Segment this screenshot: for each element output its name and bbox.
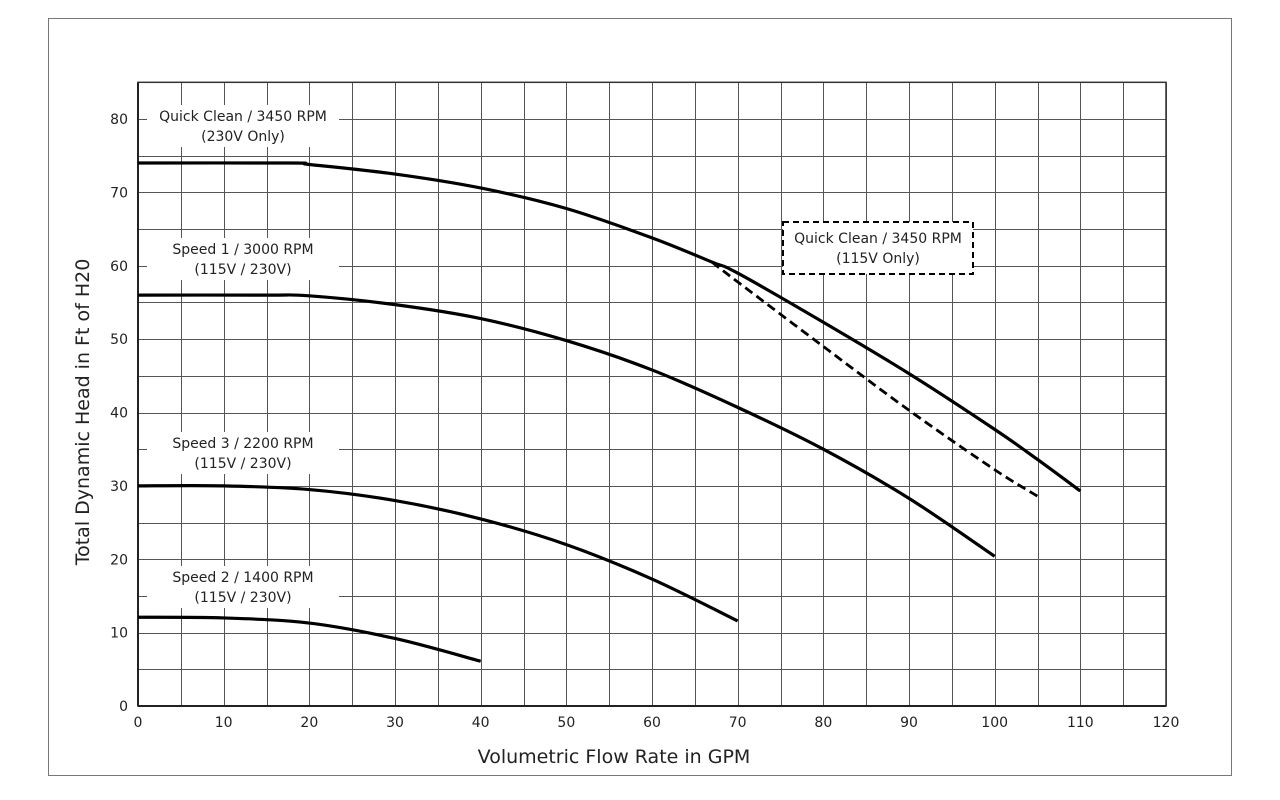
series-label-bg (147, 238, 339, 280)
x-tick-label: 10 (215, 715, 233, 731)
x-tick-label: 100 (981, 715, 1008, 731)
series-label-box (782, 221, 974, 275)
series-label: (230V Only) (201, 129, 285, 145)
y-tick-label: 50 (110, 332, 128, 348)
series-label: (115V / 230V) (194, 262, 291, 278)
y-tick-label: 10 (110, 626, 128, 642)
x-tick-label: 110 (1067, 715, 1094, 731)
x-tick-label: 80 (814, 715, 832, 731)
series-label: Quick Clean / 3450 RPM (794, 231, 962, 247)
series-label: (115V / 230V) (194, 456, 291, 472)
series-label: (115V Only) (836, 251, 920, 267)
y-tick-label: 0 (119, 699, 128, 715)
series-label: Speed 3 / 2200 RPM (172, 436, 313, 452)
series-label-bg (147, 105, 339, 147)
y-tick-label: 80 (110, 112, 128, 128)
series-curve (137, 615, 482, 663)
curves (137, 161, 1082, 663)
series-label: Quick Clean / 3450 RPM (159, 109, 327, 125)
series-labels: Quick Clean / 3450 RPM (230V Only) Quick C… (147, 105, 974, 608)
x-tick-label: 0 (134, 715, 143, 731)
y-tick-label: 30 (110, 479, 128, 495)
x-tick-label: 120 (1153, 715, 1180, 731)
x-tick-label: 60 (643, 715, 661, 731)
y-tick-label: 40 (110, 406, 128, 422)
series-curve (137, 293, 996, 558)
series-curve (711, 260, 1039, 498)
y-tick-label: 20 (110, 552, 128, 568)
x-tick-label: 40 (472, 715, 490, 731)
x-axis-title: Volumetric Flow Rate in GPM (478, 746, 751, 768)
ticks: 0 10 20 30 40 50 60 70 80 90 100 110 120 0 10 20 30 40 50 6… (110, 112, 1179, 731)
y-axis-title: Total Dynamic Head in Ft of H20 (72, 259, 94, 567)
series-label-bg (147, 566, 339, 608)
series-curve (137, 161, 1082, 493)
x-tick-label: 30 (386, 715, 404, 731)
x-tick-label: 70 (729, 715, 747, 731)
grid (137, 81, 1167, 707)
y-tick-label: 70 (110, 185, 128, 201)
x-tick-label: 50 (557, 715, 575, 731)
series-curve (137, 484, 739, 623)
series-label-bg (147, 432, 339, 474)
x-tick-label: 90 (900, 715, 918, 731)
series-label: Speed 2 / 1400 RPM (172, 570, 313, 586)
x-tick-label: 20 (300, 715, 318, 731)
series-label: (115V / 230V) (194, 590, 291, 606)
series-label: Speed 1 / 3000 RPM (172, 242, 313, 258)
y-tick-label: 60 (110, 259, 128, 275)
